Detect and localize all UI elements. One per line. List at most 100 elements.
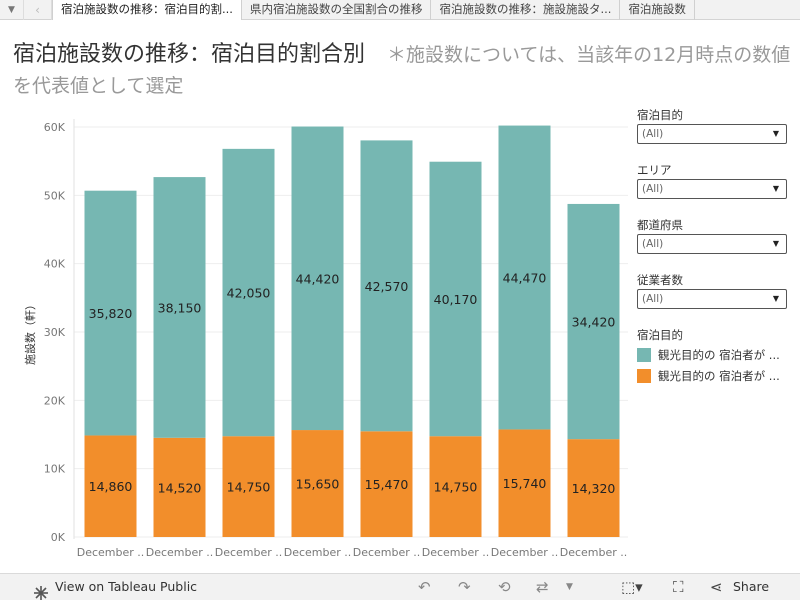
y-tick-label: 50K <box>44 189 66 202</box>
bar-segment-teal <box>498 125 551 430</box>
bar-segment-teal <box>222 148 275 437</box>
y-tick-label: 60K <box>44 121 66 134</box>
legend-item-1[interactable]: 観光目的の 宿泊者が ... <box>637 344 792 365</box>
filter-area-value: (All) <box>642 183 664 195</box>
bar-segment-teal <box>291 126 344 431</box>
filter-prefecture-label: 都道府県 <box>637 218 683 232</box>
share-button[interactable]: Share <box>733 579 770 594</box>
data-label: 14,750 <box>227 480 271 495</box>
x-tick-label: December .. <box>560 546 628 559</box>
chevron-down-icon: ▼ <box>772 184 779 193</box>
tableau-logo-icon <box>34 586 48 600</box>
y-axis-label: 施設数（軒） <box>23 299 37 365</box>
filter-area-select[interactable]: (All) ▼ <box>637 179 787 199</box>
y-tick-label: 30K <box>44 326 66 339</box>
data-label: 38,150 <box>158 300 202 315</box>
bar-segment-orange <box>567 439 620 537</box>
y-tick-label: 20K <box>44 394 66 407</box>
bar-segment-orange <box>498 429 551 537</box>
filter-purpose-select[interactable]: (All) ▼ <box>637 124 787 144</box>
filter-prefecture: 都道府県 (All) ▼ <box>637 217 792 254</box>
filter-area-label: エリア <box>637 163 672 177</box>
filter-prefecture-select[interactable]: (All) ▼ <box>637 234 787 254</box>
chevron-down-icon: ▼ <box>772 239 779 248</box>
bar-segment-orange <box>84 435 137 537</box>
tab-3[interactable]: 宿泊施設数の推移：施設施設タ... <box>431 0 621 20</box>
chevron-down-icon: ▼ <box>772 129 779 138</box>
y-tick-label: 40K <box>44 258 66 271</box>
x-tick-label: December .. <box>146 546 214 559</box>
legend-swatch-orange <box>637 368 651 383</box>
dashboard-title: 宿泊施設数の推移：宿泊目的割合別 ＊施設数については、当該年の12月時点の数値を代… <box>13 40 793 102</box>
revert-icon[interactable]: ⟲ <box>498 578 511 596</box>
tab-bar: ▼ ‹ 宿泊施設数の推移：宿泊目的割... 県内宿泊施設数の全国割合の推移 宿泊… <box>0 0 800 20</box>
undo-icon[interactable]: ↶ <box>418 578 431 596</box>
bar-segment-teal <box>84 190 137 436</box>
legend-item-2[interactable]: 観光目的の 宿泊者が ... <box>637 365 792 386</box>
legend-swatch-teal <box>637 347 651 362</box>
chevron-down-icon: ▼ <box>772 294 779 303</box>
data-label: 42,570 <box>365 279 409 294</box>
data-label: 15,470 <box>365 477 409 492</box>
data-label: 14,520 <box>158 480 202 495</box>
filter-purpose-value: (All) <box>642 128 664 140</box>
data-label: 15,740 <box>503 476 547 491</box>
view-on-tableau-link[interactable]: View on Tableau Public <box>55 579 198 594</box>
x-tick-label: December .. <box>284 546 352 559</box>
side-panel: 宿泊目的 (All) ▼ エリア (All) ▼ 都道府県 (All) ▼ 従業者数 … <box>637 107 792 386</box>
stacked-bar-chart: 0K 10K 20K 30K 40K 50K 60K 施設数（軒） 14,860 35,820 De… <box>23 119 628 559</box>
legend-title: 宿泊目的 <box>637 328 683 342</box>
bar-segment-teal <box>360 140 413 432</box>
data-label: 42,050 <box>227 286 271 301</box>
bar-segment-teal <box>429 161 482 437</box>
data-label: 44,420 <box>296 271 340 286</box>
share-icon[interactable]: ⋖ <box>710 578 723 596</box>
x-tick-label: December .. <box>353 546 421 559</box>
data-label: 14,860 <box>89 479 133 494</box>
filter-purpose-label: 宿泊目的 <box>637 108 683 122</box>
data-label: 14,320 <box>572 481 616 496</box>
bar-segment-orange <box>291 430 344 537</box>
x-tick-label: December .. <box>491 546 559 559</box>
refresh-icon[interactable]: ⇄ <box>536 578 549 596</box>
bar-segment-teal <box>567 203 620 440</box>
footer-toolbar: View on Tableau Public ↶ ↷ ⟲ ⇄ ▼ ⬚▾ ⛶ ⋖ … <box>0 573 800 600</box>
page-title: 宿泊施設数の推移：宿泊目的割合別 <box>13 42 366 67</box>
filter-employees-select[interactable]: (All) ▼ <box>637 289 787 309</box>
filter-employees: 従業者数 (All) ▼ <box>637 272 792 309</box>
tab-menu-icon[interactable]: ▼ <box>0 0 24 20</box>
x-tick-label: December .. <box>77 546 145 559</box>
filter-employees-label: 従業者数 <box>637 273 683 287</box>
filter-area: エリア (All) ▼ <box>637 162 792 199</box>
data-label: 14,750 <box>434 480 478 495</box>
data-label: 35,820 <box>89 306 133 321</box>
legend-item-label: 観光目的の 宿泊者が ... <box>658 368 780 383</box>
redo-icon[interactable]: ↷ <box>458 578 471 596</box>
filter-purpose: 宿泊目的 (All) ▼ <box>637 107 792 144</box>
bar-segment-orange <box>429 436 482 537</box>
x-tick-label: December .. <box>422 546 490 559</box>
filter-employees-value: (All) <box>642 293 664 305</box>
tab-1[interactable]: 宿泊施設数の推移：宿泊目的割... <box>52 0 242 20</box>
data-label: 34,420 <box>572 315 616 330</box>
tab-2[interactable]: 県内宿泊施設数の全国割合の推移 <box>242 0 432 20</box>
bar-segment-orange <box>360 431 413 537</box>
tab-prev-icon[interactable]: ‹ <box>24 0 52 20</box>
fullscreen-icon[interactable]: ⛶ <box>673 578 684 596</box>
download-icon[interactable]: ⬚▾ <box>621 578 643 596</box>
filter-prefecture-value: (All) <box>642 238 664 250</box>
bar-segment-teal <box>153 177 206 438</box>
data-label: 44,470 <box>503 271 547 286</box>
title-note: ＊施設数については、当該年の12月時点の数値を代表値として選定 <box>13 44 791 97</box>
data-label: 40,170 <box>434 292 478 307</box>
y-tick-label: 10K <box>44 463 66 476</box>
legend: 宿泊目的 観光目的の 宿泊者が ... 観光目的の 宿泊者が ... <box>637 327 792 386</box>
y-tick-label: 0K <box>51 531 66 544</box>
chevron-down-icon[interactable]: ▼ <box>566 582 573 592</box>
legend-item-label: 観光目的の 宿泊者が ... <box>658 347 780 362</box>
data-label: 15,650 <box>296 477 340 492</box>
bar-segment-orange <box>153 437 206 537</box>
x-tick-label: December .. <box>215 546 283 559</box>
bar-segment-orange <box>222 436 275 537</box>
tab-4[interactable]: 宿泊施設数 <box>620 0 695 20</box>
